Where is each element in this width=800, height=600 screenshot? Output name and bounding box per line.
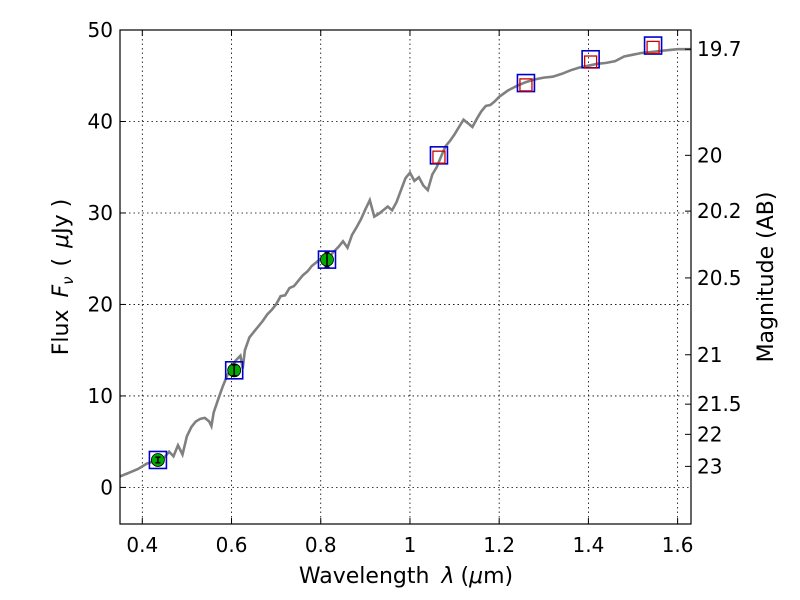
y-tick-label: 30	[88, 201, 113, 225]
x-tick-label: 1.2	[483, 533, 515, 557]
grid	[120, 29, 691, 524]
magnitude-tick-label: 20.5	[697, 266, 742, 290]
y-tick-label: 10	[88, 384, 113, 408]
magnitude-tick-label: 20.2	[697, 199, 742, 223]
upper-limit-square	[432, 150, 446, 164]
model-photometry-square	[148, 450, 168, 470]
y-tick-label: 20	[88, 292, 113, 316]
x-tick-label: 1.4	[572, 533, 604, 557]
magnitude-tick-label: 20	[697, 143, 722, 167]
x-tick-label: 1.6	[662, 533, 694, 557]
magnitude-tick-label: 21	[697, 343, 722, 367]
series	[119, 47, 691, 478]
model-photometry-square	[516, 73, 536, 93]
magnitude-tick-label: 21.5	[697, 392, 742, 416]
upper-limit-square	[646, 40, 660, 55]
plot-frame	[119, 29, 692, 525]
model-photometry-square	[643, 36, 663, 55]
model-photometry-square	[317, 250, 337, 269]
ticks: 0.4 0.6 0.8 1 1.2 1.4 1.6 0 10 20 30 40 50 19.7 20 20.2…	[88, 18, 742, 557]
x-axis-label: Wavelength λ (μm)	[299, 564, 513, 589]
y-tick-label: 0	[100, 475, 113, 499]
model-photometry-square	[429, 146, 449, 165]
magnitude-axis-label: Magnitude (AB)	[754, 192, 779, 363]
upper-limit-square	[519, 78, 533, 92]
model-photometry-square	[224, 361, 244, 380]
model-spectrum-line	[119, 47, 691, 478]
magnitude-tick-label: 23	[697, 454, 722, 478]
y-axis-label: FluxFν(μJy )	[49, 199, 77, 355]
x-tick-label: 0.4	[126, 533, 158, 557]
x-tick-label: 0.6	[216, 533, 248, 557]
upper-limit-square	[583, 55, 598, 69]
magnitude-tick-label: 22	[697, 422, 722, 446]
markers	[148, 36, 663, 470]
magnitude-tick-label: 19.7	[697, 37, 742, 61]
y-tick-label: 40	[88, 109, 113, 133]
x-tick-label: 0.8	[305, 533, 337, 557]
y-tick-label: 50	[88, 18, 113, 42]
x-tick-label: 1	[404, 533, 417, 557]
